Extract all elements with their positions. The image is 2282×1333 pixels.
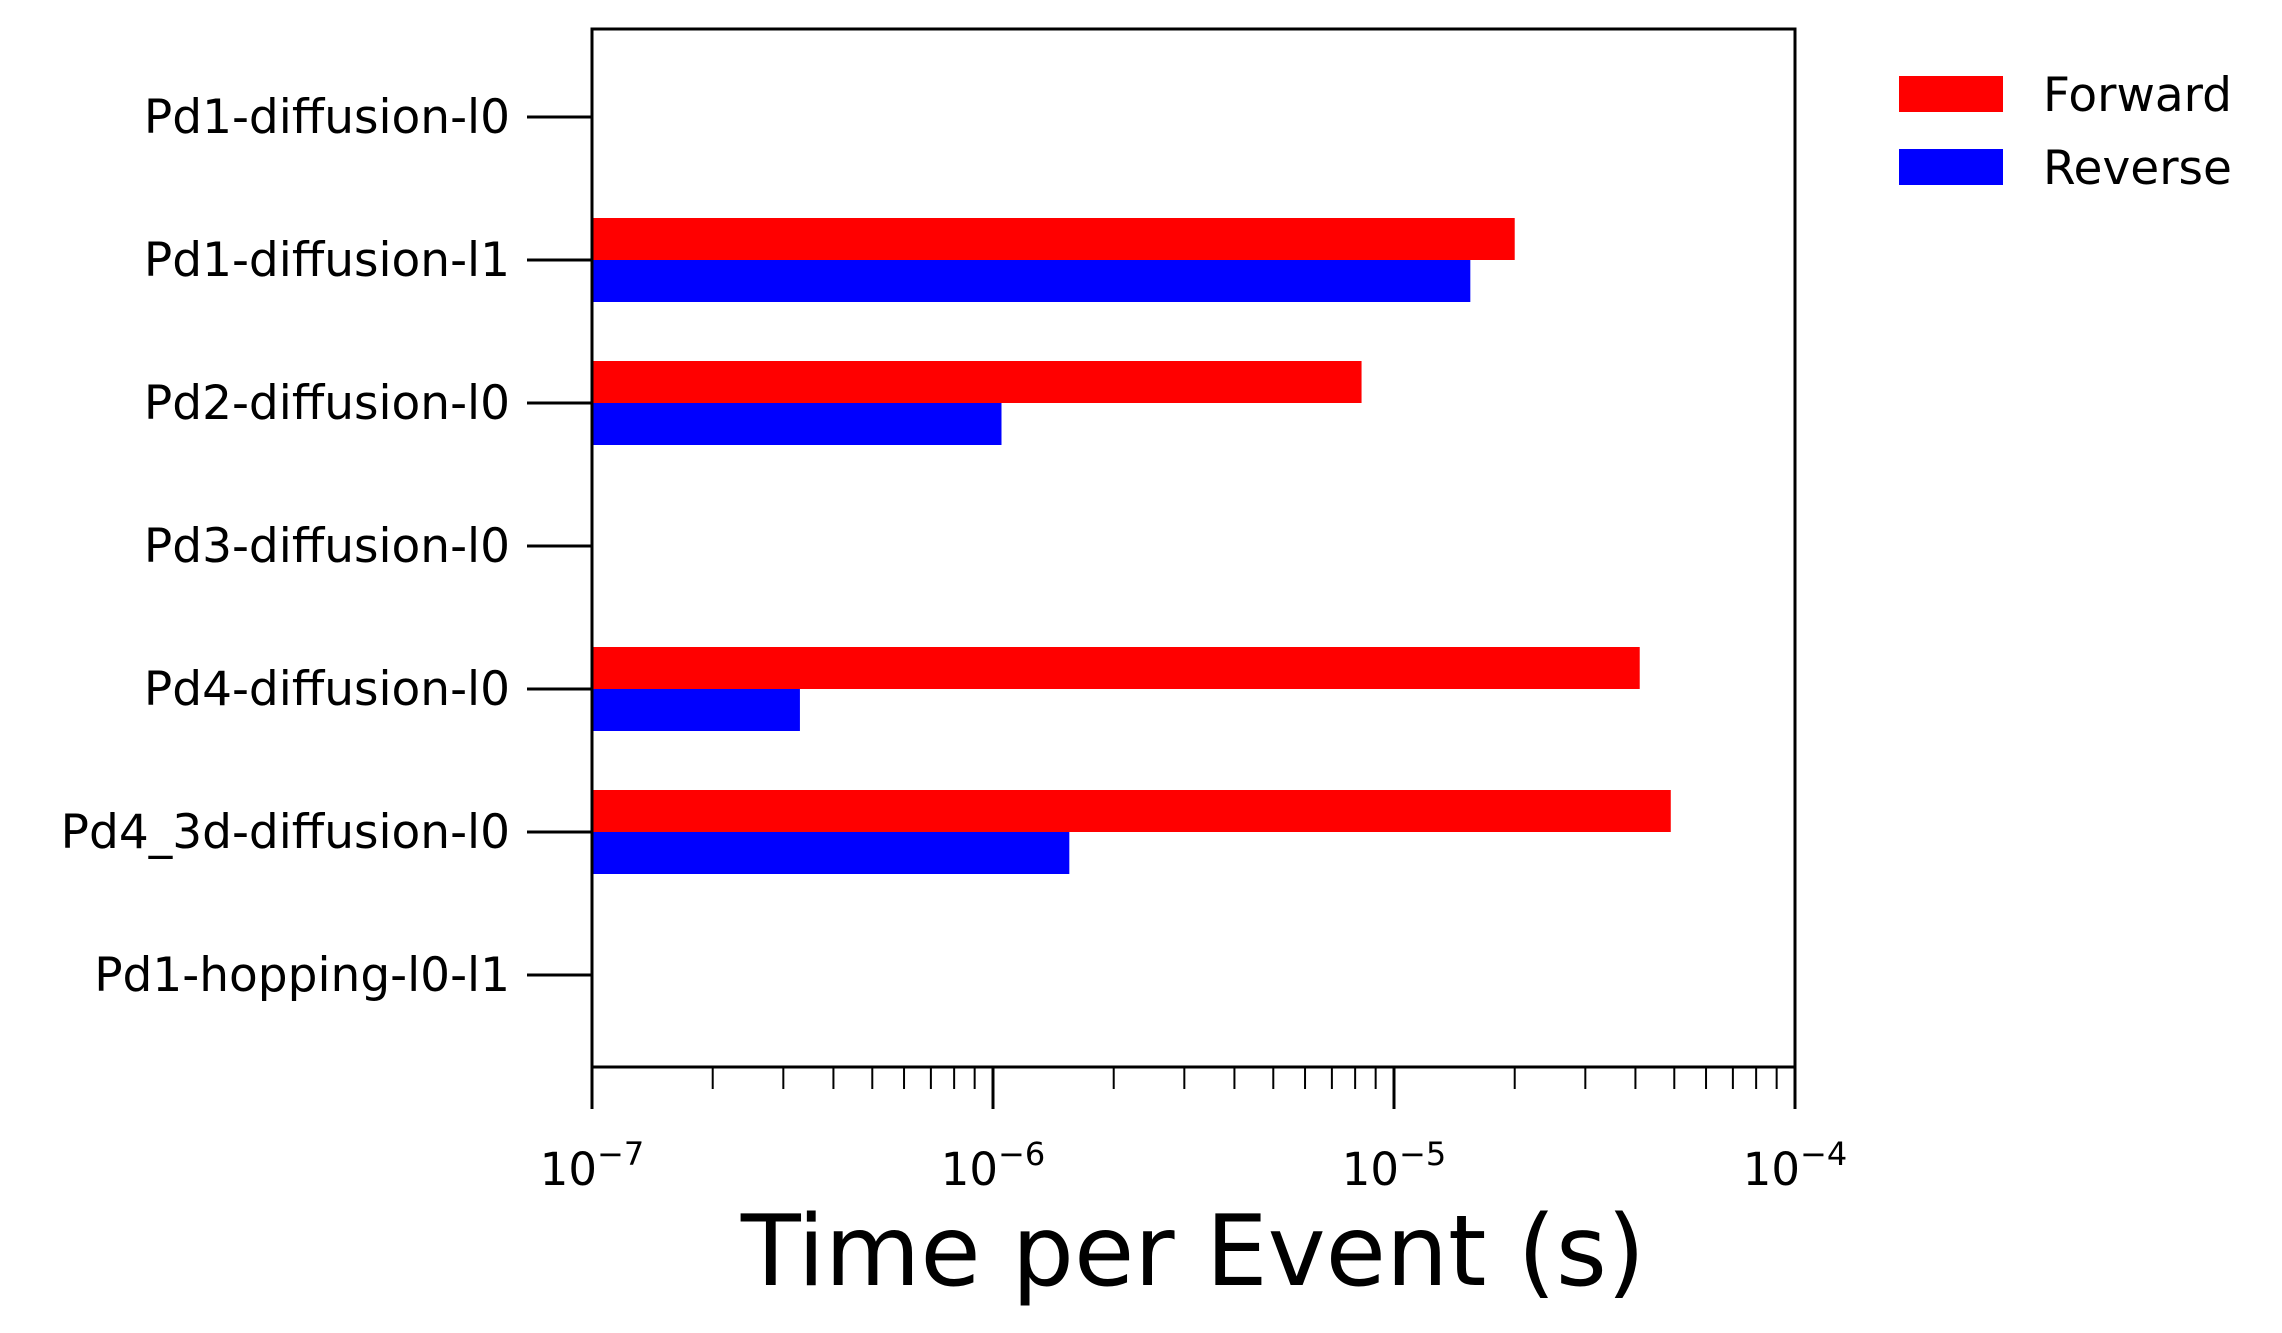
bar-forward: [592, 361, 1362, 403]
plot-frame: [590, 27, 1797, 1069]
y-tick-label: Pd4-diffusion-l0: [144, 662, 510, 717]
y-axis: Pd1-diffusion-l0 Pd1-diffusion-l1 Pd2-diff…: [61, 90, 592, 1003]
bar-reverse: [592, 403, 1002, 445]
x-tick-label: 10−6: [941, 1135, 1045, 1196]
y-tick-label: Pd4_3d-diffusion-l0: [61, 805, 510, 860]
y-tick-label: Pd1-diffusion-l1: [144, 233, 510, 288]
legend-swatch-forward: [1899, 76, 2003, 112]
x-tick-label: 10−4: [1743, 1135, 1847, 1196]
y-tick-label: Pd2-diffusion-l0: [144, 376, 510, 431]
legend-label-forward: Forward: [2043, 68, 2232, 123]
legend-label-reverse: Reverse: [2043, 141, 2232, 196]
x-axis: 10−7 10−6 10−5 10−4: [540, 1067, 1847, 1196]
bar-reverse: [592, 832, 1070, 874]
bars-layer: [592, 218, 1671, 874]
x-axis-label: Time per Event (s): [740, 1195, 1645, 1309]
bar-forward: [592, 647, 1640, 689]
bar-reverse: [592, 689, 800, 731]
y-tick-label: Pd3-diffusion-l0: [144, 519, 510, 574]
bar-forward: [592, 218, 1515, 260]
legend-swatch-reverse: [1899, 149, 2003, 185]
x-tick-label: 10−5: [1342, 1135, 1446, 1196]
y-tick-label: Pd1-diffusion-l0: [144, 90, 510, 145]
bar-forward: [592, 790, 1671, 832]
x-tick-label: 10−7: [540, 1135, 644, 1196]
legend: Forward Reverse: [1899, 68, 2232, 196]
y-tick-label: Pd1-hopping-l0-l1: [94, 948, 510, 1003]
bar-reverse: [592, 260, 1471, 302]
